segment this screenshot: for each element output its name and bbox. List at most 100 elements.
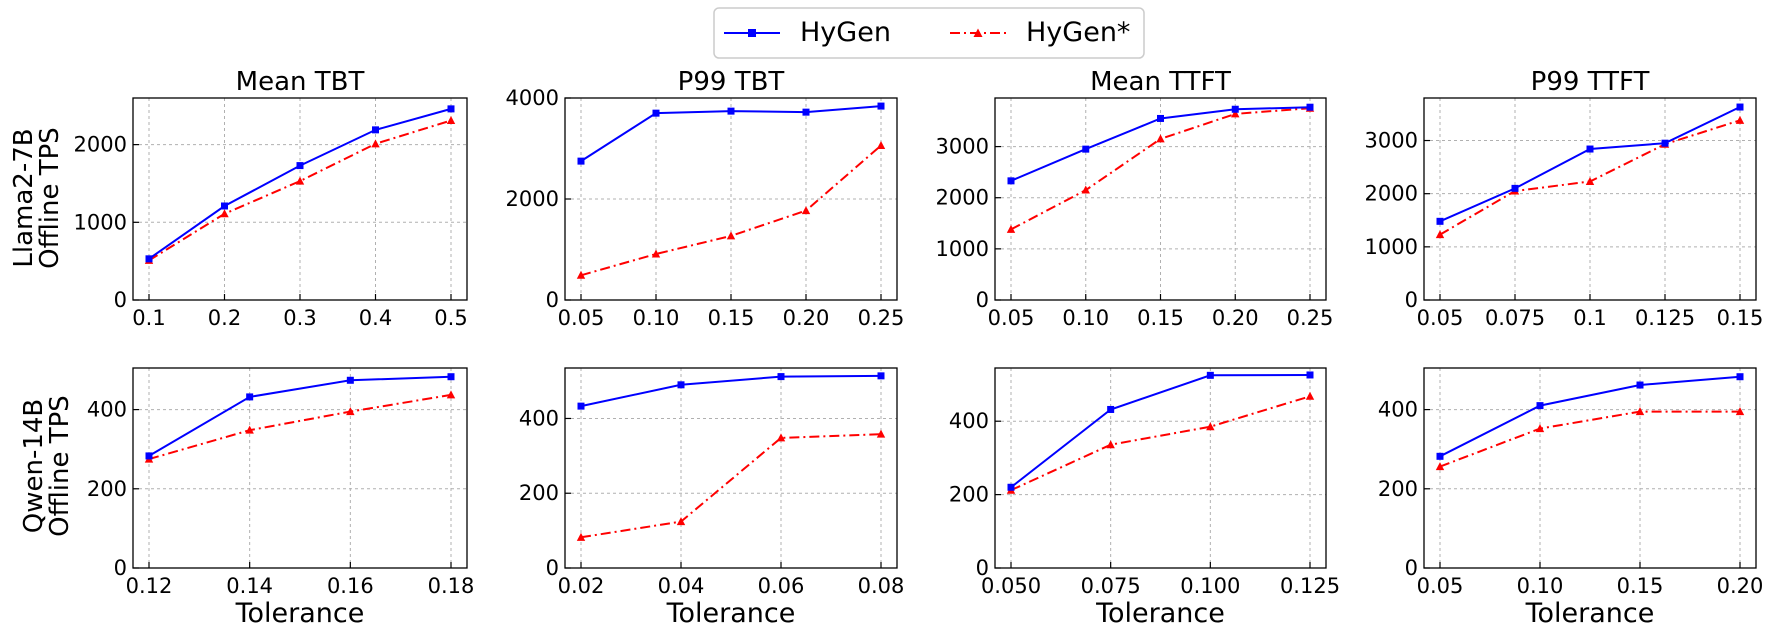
x-tick-label: 0.20 <box>1212 306 1259 330</box>
data-point-hygen-star <box>1156 134 1165 143</box>
data-point-hygen <box>346 376 354 384</box>
data-point-hygen <box>877 102 885 110</box>
panel-3: 0.05 0.10 0.15 0.20 0.25 0 1000 2000 3000 Mean TT… <box>936 67 1334 330</box>
x-tick-label: 0.10 <box>1062 306 1109 330</box>
data-point-hygen <box>652 109 660 117</box>
y-tick-label: 1000 <box>74 210 127 234</box>
y-tick-label: 1000 <box>1365 235 1418 259</box>
y-tick-label: 0 <box>114 288 127 312</box>
data-point-hygen <box>447 373 455 381</box>
y-tick-label: 200 <box>87 477 127 501</box>
x-tick-label: 0.125 <box>1635 306 1695 330</box>
legend-hygen-star-marker <box>973 28 983 37</box>
data-point-hygen-star <box>371 139 380 148</box>
y-tick-label: 0 <box>114 556 127 580</box>
x-tick-label: 0.04 <box>658 574 705 598</box>
panel-title: P99 TTFT <box>1531 67 1650 97</box>
data-point-hygen-star <box>1585 176 1595 185</box>
legend-hygen-marker <box>748 29 756 37</box>
x-tick-label: 0.05 <box>1417 306 1464 330</box>
series-line-hygen <box>1439 375 1741 458</box>
panel-7: 0.050 0.075 0.100 0.125 0 200 400 Tolerance <box>949 367 1340 629</box>
y-tick-label: 2000 <box>1365 182 1418 206</box>
data-point-hygen <box>1511 184 1519 192</box>
row-label-llama-line2: Offline TPS <box>35 127 65 269</box>
y-tick-label: 400 <box>1378 398 1418 422</box>
data-point-hygen-star <box>1435 230 1445 239</box>
y-tick-label: 400 <box>87 398 127 422</box>
plot-frame <box>564 367 898 569</box>
data-point-hygen-star <box>801 206 811 215</box>
data-point-hygen <box>1231 105 1239 113</box>
x-tick-label: 0.2 <box>208 306 241 330</box>
panel-8: 0.05 0.10 0.15 0.20 0 200 400 Tolerance <box>1378 367 1764 629</box>
x-tick-label: 0.20 <box>783 306 830 330</box>
data-point-hygen-star <box>446 116 456 125</box>
data-point-hygen-star <box>245 425 254 434</box>
y-tick-label: 3000 <box>936 135 989 159</box>
y-tick-label: 400 <box>519 406 559 430</box>
y-tick-label: 0 <box>546 288 559 312</box>
x-tick-label: 0.5 <box>434 306 467 330</box>
data-point-hygen-star <box>1635 407 1645 416</box>
data-point-hygen <box>1636 381 1644 389</box>
x-tick-label: 0.3 <box>283 306 316 330</box>
panel-title: Mean TBT <box>236 67 365 97</box>
data-point-hygen <box>221 202 228 210</box>
x-tick-label: 0.06 <box>758 574 805 598</box>
x-tick-label: 0.10 <box>1517 574 1564 598</box>
series-line-hygen-star <box>1439 410 1740 468</box>
x-tick-label: 0.1 <box>132 306 165 330</box>
data-point-hygen-star <box>1735 115 1745 124</box>
data-point-hygen-star <box>1435 462 1445 471</box>
data-point-hygen <box>1436 452 1444 460</box>
y-tick-label: 0 <box>976 556 989 580</box>
panel-2: 0.05 0.10 0.15 0.20 0.25 0 2000 4000 P99 TBT <box>506 67 905 330</box>
data-point-hygen-star <box>876 429 886 438</box>
data-point-hygen <box>1007 483 1015 491</box>
data-point-hygen-star <box>1006 224 1016 233</box>
y-tick-label: 0 <box>976 288 989 312</box>
data-point-hygen-star <box>726 231 736 240</box>
x-tick-label: 0.10 <box>633 306 680 330</box>
x-tick-label: 0.14 <box>226 574 273 598</box>
panel-6: 0.02 0.04 0.06 0.08 0 200 400 Tolerance <box>519 367 904 629</box>
series-line-hygen <box>148 375 452 457</box>
x-tick-label: 0.15 <box>1137 306 1184 330</box>
data-point-hygen-star <box>1206 422 1215 431</box>
y-tick-label: 1000 <box>936 237 989 261</box>
x-tick-label: 0.16 <box>327 574 374 598</box>
data-point-hygen-star <box>295 176 305 185</box>
y-tick-label: 400 <box>949 409 989 433</box>
y-tick-label: 0 <box>1405 556 1418 580</box>
x-tick-label: 0.075 <box>1485 306 1545 330</box>
data-point-hygen <box>577 402 585 410</box>
x-tick-label: 0.125 <box>1280 574 1340 598</box>
x-tick-label: 0.12 <box>126 574 173 598</box>
x-tick-label: 0.20 <box>1717 574 1764 598</box>
x-tick-label: 0.05 <box>988 306 1035 330</box>
data-point-hygen <box>677 381 685 389</box>
data-point-hygen <box>1107 405 1115 413</box>
data-point-hygen <box>1436 217 1444 225</box>
x-tick-label: 0.050 <box>981 574 1041 598</box>
x-axis-label: Tolerance <box>1525 598 1655 629</box>
data-point-hygen <box>145 452 153 460</box>
series-line-hygen <box>580 374 882 408</box>
legend-frame <box>713 7 1145 59</box>
data-point-hygen <box>246 393 254 401</box>
data-point-hygen <box>1206 371 1214 379</box>
y-tick-label: 200 <box>949 483 989 507</box>
data-point-hygen-star <box>576 270 586 279</box>
data-point-hygen <box>1306 103 1314 111</box>
data-point-hygen-star <box>1535 424 1545 433</box>
x-tick-label: 0.25 <box>858 306 905 330</box>
x-tick-label: 0.15 <box>1617 574 1664 598</box>
x-tick-label: 0.100 <box>1180 574 1240 598</box>
x-tick-label: 0.25 <box>1287 306 1334 330</box>
data-point-hygen <box>1661 139 1669 147</box>
panel-1: 0.1 0.2 0.3 0.4 0.5 0 1000 2000 Mean TBT <box>74 67 468 330</box>
row-label-qwen-line1: Qwen-14B <box>19 399 49 534</box>
data-point-hygen <box>145 255 153 263</box>
